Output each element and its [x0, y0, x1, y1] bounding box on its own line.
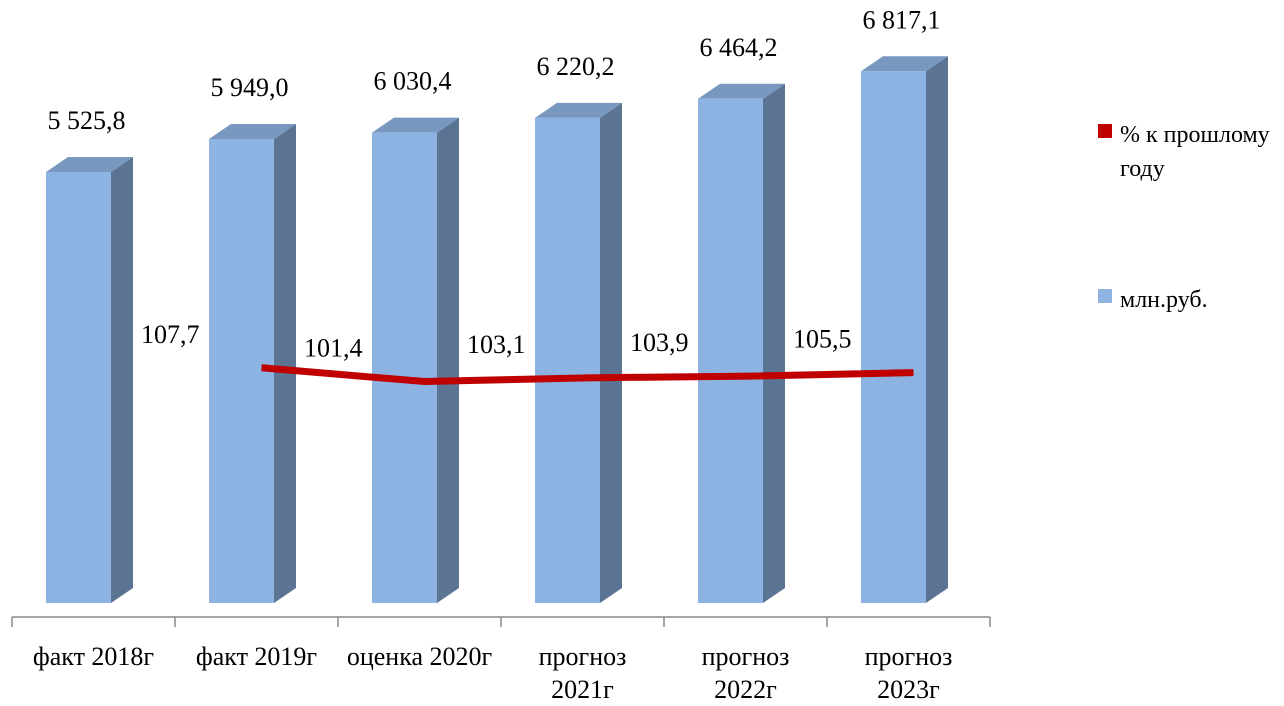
bar: [861, 71, 926, 604]
bar-top: [535, 102, 622, 118]
line-label: 103,1: [467, 330, 526, 359]
legend-label: % к прошлому году: [1120, 122, 1270, 182]
legend-label: млн.руб.: [1120, 287, 1208, 313]
line-label: 105,5: [793, 325, 852, 354]
bar-side: [763, 83, 785, 603]
x-tick-label: факт 2019г: [195, 642, 318, 671]
line: [261, 364, 914, 386]
data-label: 6 464,2: [700, 33, 778, 62]
legend-swatch: [1098, 124, 1112, 138]
bar-top: [46, 156, 133, 172]
bar-side: [926, 56, 948, 604]
bar: [46, 171, 111, 603]
bar-side: [274, 123, 296, 603]
data-label: 6 220,2: [537, 52, 615, 81]
bar: [372, 132, 437, 604]
x-tick-label: прогноз 2023г: [864, 642, 953, 704]
bar-top: [698, 83, 785, 99]
x-tick-label: прогноз 2022г: [701, 642, 790, 704]
legend-swatch: [1098, 289, 1112, 303]
bar-side: [111, 156, 133, 603]
bar-top: [209, 123, 296, 139]
data-label: 6 030,4: [374, 67, 452, 96]
x-tick-label: прогноз 2021г: [538, 642, 627, 704]
line-label: 101,4: [304, 334, 363, 363]
x-tick-label: оценка 2020г: [346, 642, 493, 671]
bar-top: [372, 117, 459, 133]
line-label: 107,7: [141, 320, 200, 349]
bar: [698, 98, 763, 604]
line-label: 103,9: [630, 328, 689, 357]
bar-top: [861, 56, 948, 72]
x-tick-label: факт 2018г: [32, 642, 155, 671]
bar-side: [600, 102, 622, 603]
data-label: 6 817,1: [863, 5, 941, 34]
bar: [535, 117, 600, 603]
bar-side: [437, 117, 459, 604]
data-label: 5 525,8: [48, 106, 126, 135]
data-label: 5 949,0: [211, 73, 289, 102]
